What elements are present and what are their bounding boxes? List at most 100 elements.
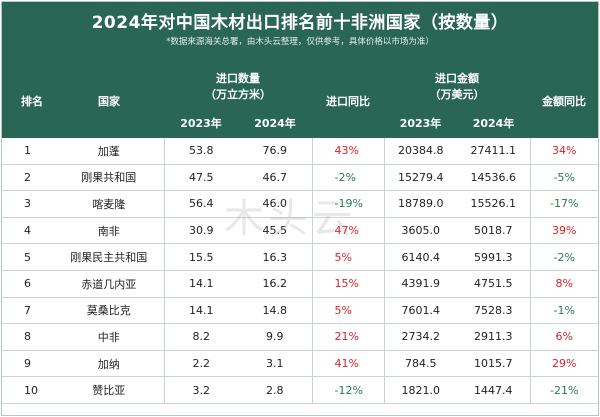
header-amount-yoy: 金额同比 bbox=[542, 95, 586, 108]
volume-2023-cell: 47.5 bbox=[163, 164, 238, 192]
header-volume-unit: （万立方米） bbox=[205, 88, 271, 101]
volume-yoy-cell: 41% bbox=[311, 350, 384, 378]
amount-yoy-cell: 29% bbox=[529, 350, 598, 378]
table-row: 8 中非 8.2 9.9 21% 2734.2 2911.3 6% bbox=[2, 323, 598, 351]
volume-2023-cell: 3.2 bbox=[163, 376, 238, 404]
country-cell: 莫桑比克 bbox=[54, 297, 164, 325]
amount-2023-cell: 784.5 bbox=[383, 350, 457, 378]
table-row: 6 赤道几内亚 14.1 16.2 15% 4391.9 4751.5 8% bbox=[2, 270, 598, 298]
header-rank: 排名 bbox=[21, 95, 43, 108]
amount-2023-cell: 1821.0 bbox=[383, 376, 457, 404]
country-cell: 南非 bbox=[54, 217, 164, 245]
volume-2024-cell: 16.2 bbox=[238, 270, 312, 298]
amount-2023-cell: 15279.4 bbox=[383, 164, 457, 192]
amount-2024-cell: 4751.5 bbox=[457, 270, 530, 298]
country-cell: 中非 bbox=[54, 323, 164, 351]
header-amount-2024: 2024年 bbox=[472, 117, 515, 130]
amount-2023-cell: 3605.0 bbox=[383, 217, 457, 245]
table-row: 5 刚果民主共和国 15.5 16.3 5% 6140.4 5991.3 -2% bbox=[2, 243, 598, 271]
amount-2024-cell: 2911.3 bbox=[457, 323, 530, 351]
volume-2023-cell: 2.2 bbox=[163, 350, 238, 378]
amount-2023-cell: 4391.9 bbox=[383, 270, 457, 298]
volume-2024-cell: 3.1 bbox=[238, 350, 312, 378]
volume-yoy-cell: 5% bbox=[311, 297, 384, 325]
page-title: 2024年对中国木材出口排名前十非洲国家（按数量） bbox=[91, 13, 509, 33]
rank-cell: 9 bbox=[2, 350, 54, 378]
volume-2024-cell: 46.0 bbox=[238, 190, 312, 218]
volume-yoy-cell: -19% bbox=[311, 190, 384, 218]
amount-2024-cell: 1447.4 bbox=[457, 376, 530, 404]
amount-2024-cell: 15526.1 bbox=[457, 190, 530, 218]
volume-yoy-cell: 43% bbox=[311, 138, 384, 165]
volume-2024-cell: 45.5 bbox=[238, 217, 312, 245]
table-row: 3 喀麦隆 56.4 46.0 -19% 18789.0 15526.1 -17% bbox=[2, 190, 598, 218]
table-header: 2024年对中国木材出口排名前十非洲国家（按数量） *数据来源海关总署，由木头云… bbox=[2, 2, 598, 138]
rank-cell: 3 bbox=[2, 190, 54, 218]
rank-cell: 10 bbox=[2, 376, 54, 404]
country-cell: 赞比亚 bbox=[54, 376, 164, 404]
volume-yoy-cell: -2% bbox=[311, 164, 384, 192]
volume-2024-cell: 46.7 bbox=[238, 164, 312, 192]
volume-2023-cell: 30.9 bbox=[163, 217, 238, 245]
rank-cell: 1 bbox=[2, 138, 54, 165]
volume-2024-cell: 14.8 bbox=[238, 297, 312, 325]
country-cell: 喀麦隆 bbox=[54, 190, 164, 218]
volume-2024-cell: 2.8 bbox=[238, 376, 312, 404]
rank-cell: 5 bbox=[2, 243, 54, 271]
volume-2023-cell: 14.1 bbox=[163, 297, 238, 325]
data-table: 1 加蓬 53.8 76.9 43% 20384.8 27411.1 34% 2 刚果共和国 47.… bbox=[2, 138, 598, 404]
volume-yoy-cell: 47% bbox=[311, 217, 384, 245]
rank-cell: 6 bbox=[2, 270, 54, 298]
amount-yoy-cell: -17% bbox=[529, 190, 598, 218]
header-amount-group: 进口金额 bbox=[435, 72, 479, 85]
amount-2024-cell: 27411.1 bbox=[457, 138, 530, 165]
amount-yoy-cell: 34% bbox=[529, 138, 598, 165]
volume-yoy-cell: 15% bbox=[311, 270, 384, 298]
amount-yoy-cell: -1% bbox=[529, 297, 598, 325]
amount-2023-cell: 20384.8 bbox=[383, 138, 457, 165]
amount-yoy-cell: 8% bbox=[529, 270, 598, 298]
table-row: 1 加蓬 53.8 76.9 43% 20384.8 27411.1 34% bbox=[2, 138, 598, 165]
country-cell: 刚果共和国 bbox=[54, 164, 164, 192]
volume-2024-cell: 16.3 bbox=[238, 243, 312, 271]
header-amount-unit: （万美元） bbox=[429, 88, 485, 101]
amount-2024-cell: 1015.7 bbox=[457, 350, 530, 378]
table-row: 7 莫桑比克 14.1 14.8 5% 7601.4 7528.3 -1% bbox=[2, 297, 598, 325]
amount-yoy-cell: 6% bbox=[529, 323, 598, 351]
amount-2023-cell: 2734.2 bbox=[383, 323, 457, 351]
amount-2023-cell: 18789.0 bbox=[383, 190, 457, 218]
rank-cell: 2 bbox=[2, 164, 54, 192]
country-cell: 加蓬 bbox=[54, 138, 164, 165]
rank-cell: 8 bbox=[2, 323, 54, 351]
volume-2023-cell: 53.8 bbox=[163, 138, 238, 165]
data-source-note: *数据来源海关总署，由木头云整理，仅供参考，具体价格以市场为准） bbox=[166, 37, 434, 47]
header-volume-2023: 2023年 bbox=[180, 117, 222, 130]
amount-2024-cell: 14536.6 bbox=[457, 164, 530, 192]
header-volume-2024: 2024年 bbox=[254, 117, 296, 130]
header-amount-2023: 2023年 bbox=[399, 117, 442, 130]
country-cell: 刚果民主共和国 bbox=[54, 243, 164, 271]
volume-2023-cell: 15.5 bbox=[163, 243, 238, 271]
header-country: 国家 bbox=[98, 95, 120, 108]
volume-2024-cell: 9.9 bbox=[238, 323, 312, 351]
amount-yoy-cell: -5% bbox=[529, 164, 598, 192]
country-cell: 加纳 bbox=[54, 350, 164, 378]
amount-yoy-cell: 39% bbox=[529, 217, 598, 245]
rank-cell: 7 bbox=[2, 297, 54, 325]
amount-2024-cell: 5018.7 bbox=[457, 217, 530, 245]
table-row: 4 南非 30.9 45.5 47% 3605.0 5018.7 39% bbox=[2, 217, 598, 245]
table-row: 10 赞比亚 3.2 2.8 -12% 1821.0 1447.4 -21% bbox=[2, 376, 598, 404]
amount-yoy-cell: -2% bbox=[529, 243, 598, 271]
volume-yoy-cell: -12% bbox=[311, 376, 384, 404]
volume-2023-cell: 56.4 bbox=[163, 190, 238, 218]
volume-2023-cell: 8.2 bbox=[163, 323, 238, 351]
volume-2023-cell: 14.1 bbox=[163, 270, 238, 298]
amount-2024-cell: 7528.3 bbox=[457, 297, 530, 325]
amount-2023-cell: 6140.4 bbox=[383, 243, 457, 271]
amount-2023-cell: 7601.4 bbox=[383, 297, 457, 325]
header-volume-group: 进口数量 bbox=[216, 72, 260, 85]
amount-yoy-cell: -21% bbox=[529, 376, 598, 404]
country-cell: 赤道几内亚 bbox=[54, 270, 164, 298]
header-volume-yoy: 进口同比 bbox=[326, 95, 370, 108]
